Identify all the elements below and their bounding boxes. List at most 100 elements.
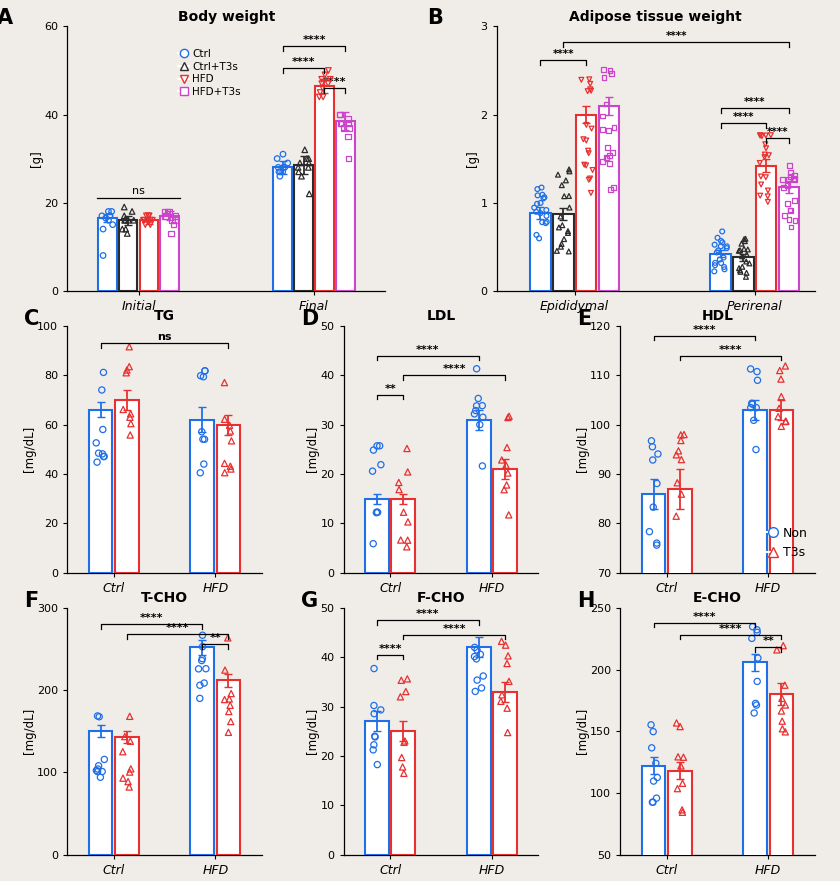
- Point: [606, 181, 620, 195]
- Point: [225, 433, 239, 448]
- Point: [496, 688, 509, 702]
- Point: [374, 457, 387, 471]
- Point: [169, 213, 182, 227]
- Point: [302, 187, 316, 201]
- Point: [538, 190, 551, 204]
- Point: [759, 129, 773, 143]
- Point: [396, 760, 409, 774]
- Point: [298, 143, 312, 157]
- Point: [501, 725, 514, 739]
- Point: [197, 370, 210, 384]
- Point: [395, 751, 408, 765]
- Point: [597, 63, 611, 77]
- Y-axis label: [g]: [g]: [466, 150, 479, 167]
- Bar: [743, 663, 767, 881]
- Point: [645, 741, 659, 755]
- Point: [223, 459, 237, 473]
- Bar: [391, 731, 415, 855]
- Point: [580, 118, 593, 132]
- Point: [123, 734, 137, 748]
- Text: ****: ****: [732, 113, 754, 122]
- Point: [539, 203, 553, 217]
- Point: [400, 540, 413, 554]
- Title: TG: TG: [154, 309, 175, 323]
- Point: [158, 204, 171, 218]
- Point: [341, 112, 354, 126]
- Point: [159, 209, 172, 223]
- Point: [561, 226, 575, 240]
- Text: ****: ****: [693, 325, 716, 335]
- Bar: [743, 410, 767, 881]
- Point: [536, 188, 549, 202]
- Point: [118, 213, 131, 227]
- Point: [672, 444, 685, 458]
- Point: [577, 132, 591, 146]
- Point: [720, 240, 733, 254]
- Point: [271, 160, 285, 174]
- Point: [555, 218, 569, 233]
- Point: [145, 213, 159, 227]
- Text: ****: ****: [719, 344, 743, 355]
- Point: [782, 173, 795, 187]
- Point: [468, 407, 481, 421]
- Point: [342, 116, 355, 130]
- Point: [119, 366, 133, 380]
- Title: LDL: LDL: [427, 309, 455, 323]
- Point: [584, 82, 597, 96]
- Y-axis label: [mg/dL]: [mg/dL]: [575, 426, 589, 472]
- Point: [497, 483, 511, 497]
- Bar: [642, 766, 665, 881]
- Point: [720, 241, 733, 255]
- Point: [775, 692, 789, 706]
- Point: [165, 213, 179, 227]
- Point: [708, 238, 722, 252]
- Point: [713, 253, 727, 267]
- Point: [470, 652, 483, 666]
- Point: [118, 213, 132, 227]
- Point: [293, 156, 307, 170]
- Point: [123, 709, 136, 723]
- Legend: Ctrl, Ctrl+T3s, HFD, HFD+T3s: Ctrl, Ctrl+T3s, HFD, HFD+T3s: [174, 45, 244, 101]
- Point: [194, 368, 207, 382]
- Bar: [391, 499, 415, 573]
- Point: [647, 500, 660, 515]
- Text: ****: ****: [416, 344, 439, 355]
- Point: [707, 264, 721, 278]
- Point: [708, 258, 722, 272]
- Point: [197, 433, 210, 447]
- Point: [224, 686, 238, 700]
- Point: [787, 172, 801, 186]
- Point: [745, 632, 759, 646]
- Point: [223, 692, 236, 706]
- Point: [746, 397, 759, 411]
- Point: [222, 725, 235, 739]
- Point: [97, 449, 110, 463]
- Point: [499, 638, 512, 652]
- Point: [278, 160, 291, 174]
- Point: [475, 459, 489, 473]
- Bar: [769, 694, 793, 881]
- Point: [118, 729, 132, 744]
- Point: [738, 234, 752, 248]
- Point: [367, 662, 381, 676]
- Point: [300, 152, 313, 166]
- Point: [776, 173, 790, 187]
- Point: [317, 90, 330, 104]
- Point: [367, 707, 381, 721]
- Bar: [191, 419, 214, 573]
- Point: [366, 743, 380, 757]
- Point: [751, 374, 764, 388]
- Text: ****: ****: [443, 624, 466, 634]
- Point: [97, 222, 110, 236]
- Point: [645, 433, 659, 448]
- Text: ****: ****: [693, 611, 716, 622]
- Point: [370, 758, 384, 772]
- Point: [401, 465, 414, 479]
- Point: [218, 692, 231, 707]
- Point: [138, 213, 151, 227]
- Point: [91, 455, 104, 470]
- Point: [675, 803, 689, 817]
- Point: [563, 201, 576, 215]
- Bar: [336, 122, 354, 291]
- Point: [97, 366, 110, 380]
